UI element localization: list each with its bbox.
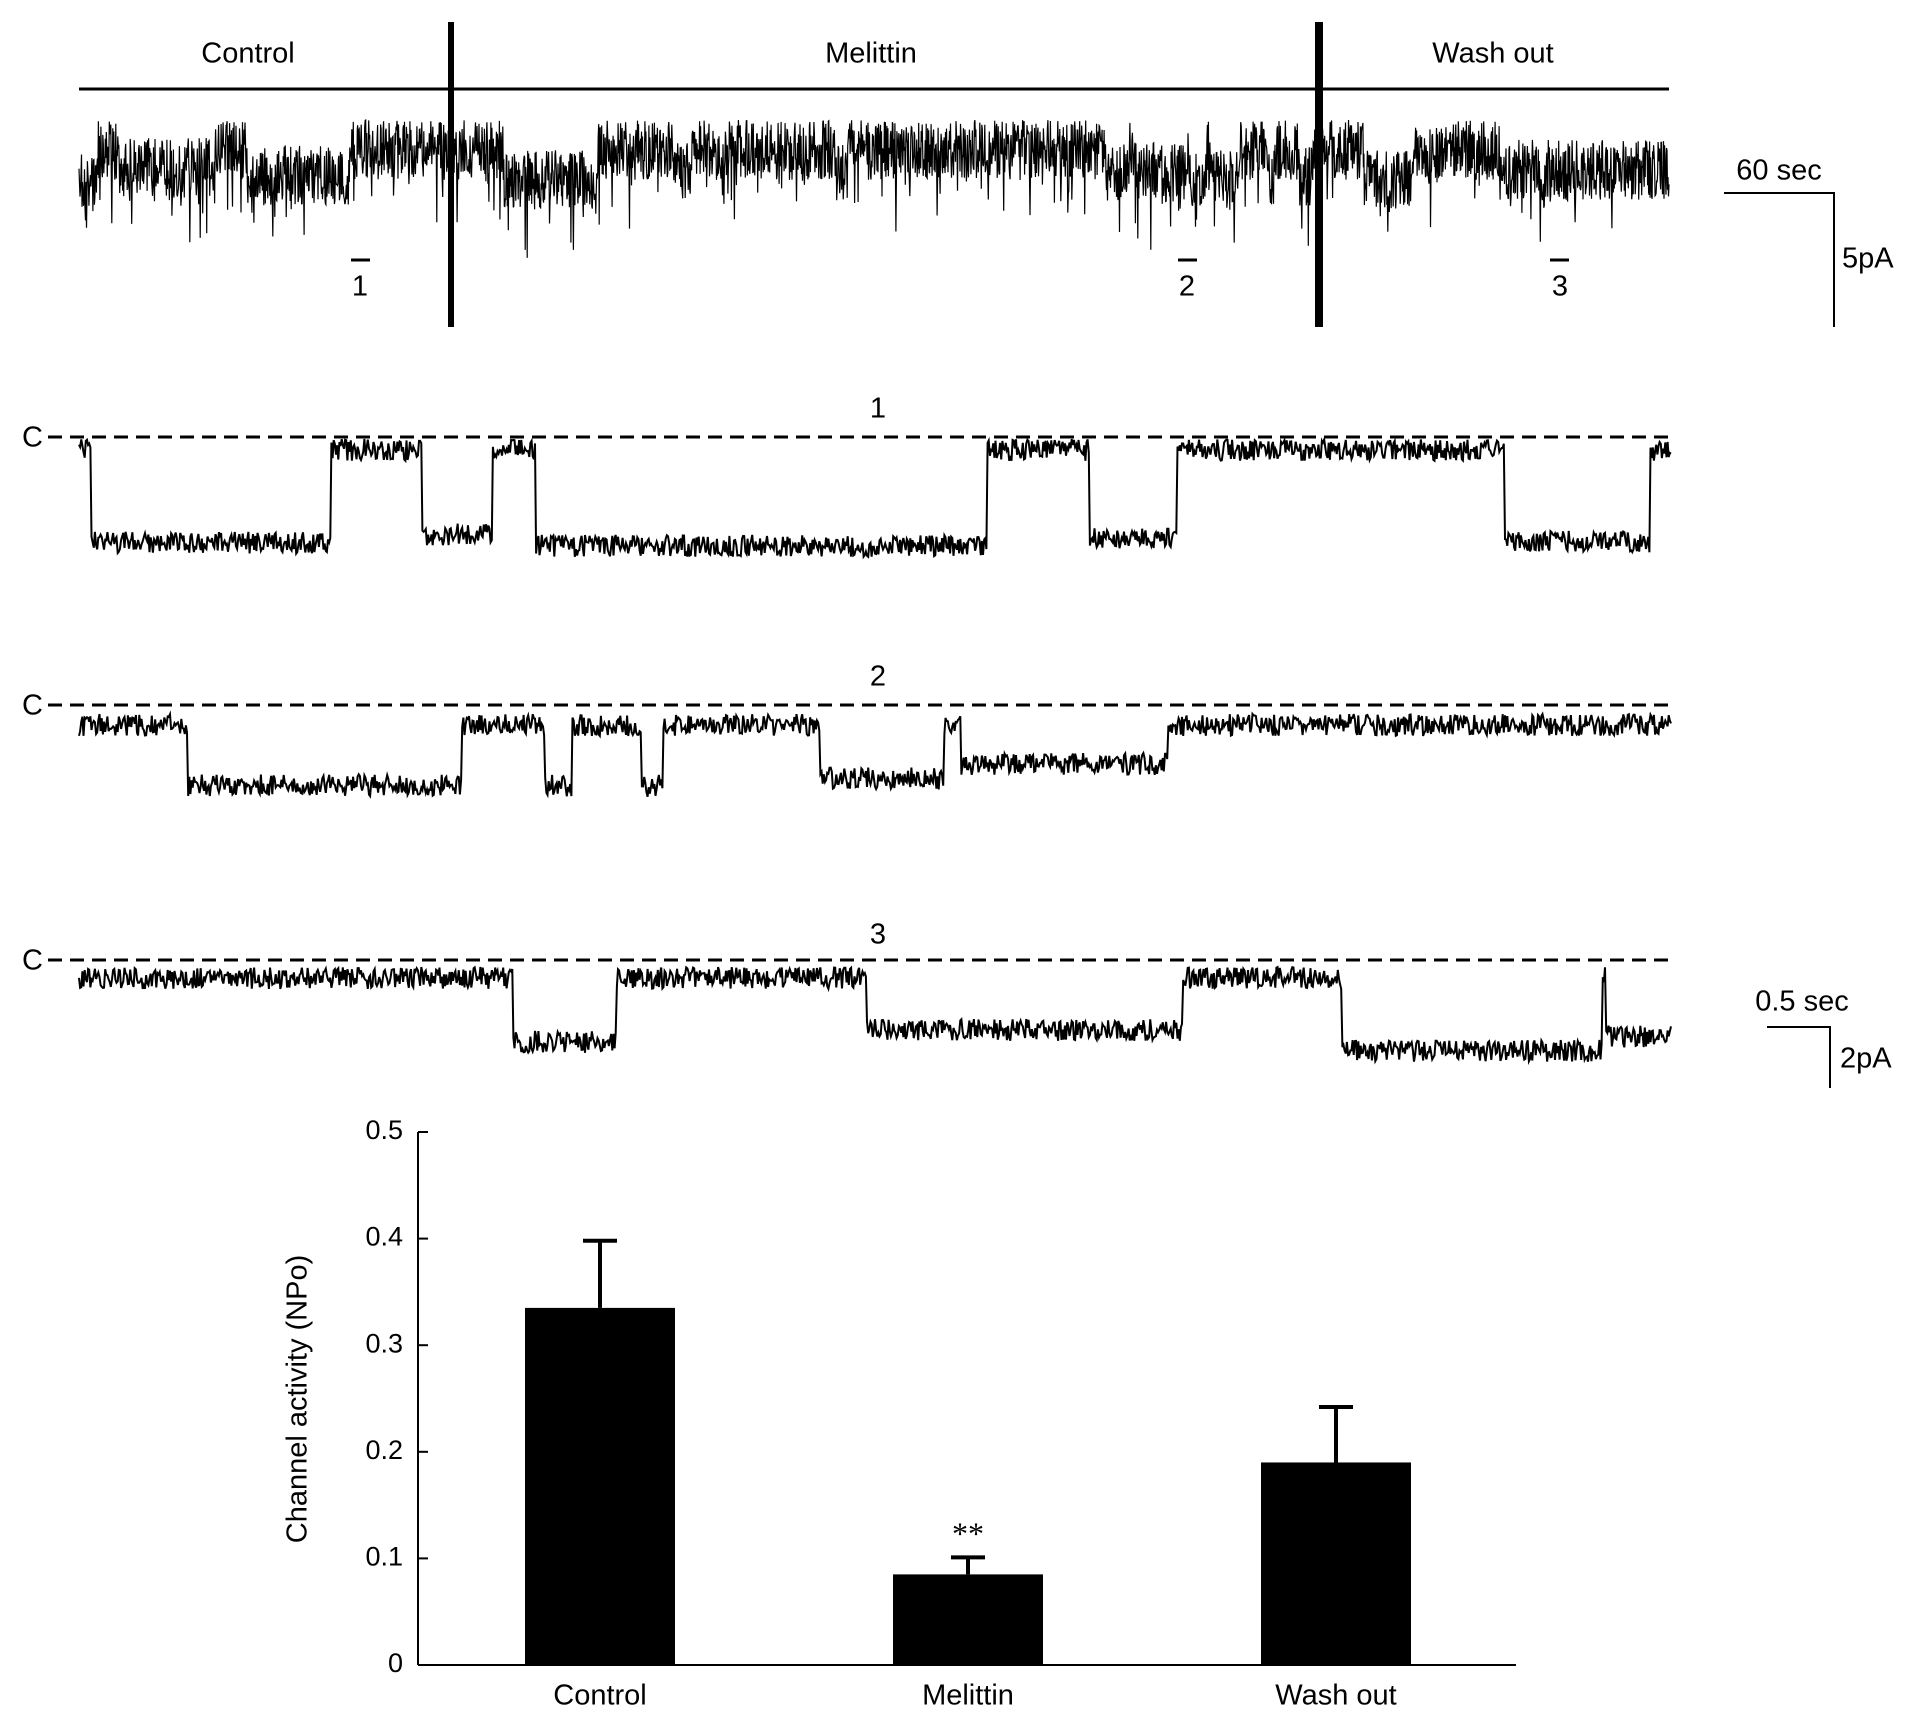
significance: ** [952,1516,984,1552]
x-tick-label: Melittin [922,1680,1014,1712]
bar [893,1574,1043,1665]
y-axis-label: Channel activity (NPo) [282,1255,314,1544]
y-tick-label: 0.4 [365,1222,403,1252]
closed-label: C [22,945,43,977]
y-tick-label: 0.1 [365,1542,403,1572]
error-bar [951,1555,985,1575]
scale-label: 5pA [1842,243,1894,275]
y-tick-label: 0.5 [365,1115,403,1145]
trace-label: 2 [870,661,886,693]
current-trace [78,435,1672,560]
phase-label: Control [201,38,295,70]
scale-label: 0.5 sec [1755,986,1849,1018]
y-tick-label: 0.3 [365,1328,403,1358]
y-tick-label: 0.2 [365,1435,403,1465]
current-trace [78,710,1672,799]
current-trace [78,118,1670,258]
scale-label: 2pA [1840,1043,1892,1075]
scale-bar [1767,1026,1831,1088]
bar [525,1307,675,1665]
expanded-traces: C C C 1 2 3 [22,393,1671,977]
x-tick-label: Wash out [1275,1680,1396,1712]
error-bar [1319,1405,1353,1463]
trace-label: 1 [870,393,886,425]
phase-label: Melittin [825,38,917,70]
phase-label: Wash out [1432,38,1553,70]
scale-bar [1724,192,1835,327]
bar [1261,1462,1411,1665]
closed-label: C [22,422,43,454]
segment-label: 3 [1552,271,1568,303]
y-tick-label: 0 [388,1648,403,1678]
current-trace [78,965,1672,1066]
error-bar [583,1238,617,1308]
trace-label: 3 [870,919,886,951]
segment-label: 2 [1179,271,1195,303]
artifact [448,22,454,327]
artifact [1315,22,1323,327]
scale-label: 60 sec [1736,155,1821,187]
segment-label: 1 [352,271,368,303]
closed-label: C [22,690,43,722]
x-tick-label: Control [553,1680,647,1712]
